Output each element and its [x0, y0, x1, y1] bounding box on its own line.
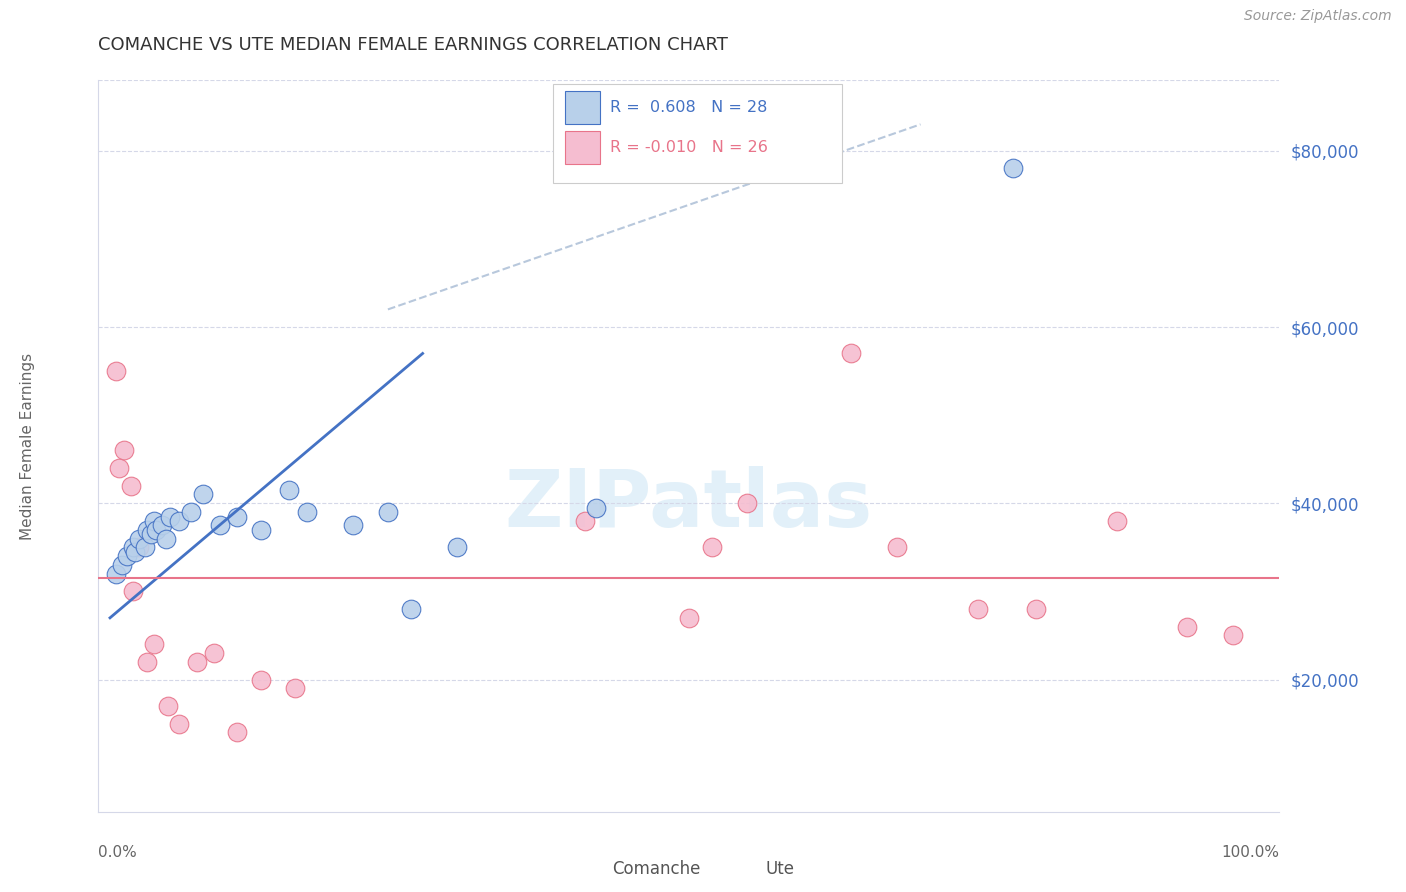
Point — [155, 532, 177, 546]
Text: R = -0.010   N = 26: R = -0.010 N = 26 — [610, 140, 768, 155]
Point — [122, 584, 145, 599]
Point — [1025, 602, 1047, 616]
Point — [145, 523, 167, 537]
Point — [150, 518, 173, 533]
Text: Source: ZipAtlas.com: Source: ZipAtlas.com — [1244, 9, 1392, 23]
Point — [128, 532, 150, 546]
Point — [226, 509, 249, 524]
Point — [278, 483, 301, 497]
Text: 0.0%: 0.0% — [98, 845, 138, 860]
Point — [191, 487, 214, 501]
Point — [117, 549, 139, 563]
Point — [159, 509, 181, 524]
Point — [104, 566, 127, 581]
Point — [1002, 161, 1025, 176]
Point — [104, 364, 127, 378]
Point — [249, 673, 271, 687]
Point — [574, 514, 596, 528]
Point — [156, 698, 179, 713]
Point — [120, 478, 142, 492]
Point — [110, 558, 132, 572]
Point — [585, 500, 607, 515]
Point — [446, 541, 468, 555]
Point — [399, 602, 422, 616]
Text: Ute: Ute — [766, 860, 794, 878]
Point — [186, 655, 208, 669]
Point — [124, 545, 146, 559]
Point — [735, 496, 758, 510]
Text: ZIPatlas: ZIPatlas — [505, 466, 873, 543]
Point — [249, 523, 271, 537]
Point — [967, 602, 990, 616]
Point — [295, 505, 318, 519]
Point — [134, 541, 156, 555]
Point — [284, 681, 307, 696]
Point — [143, 514, 166, 528]
Text: Median Female Earnings: Median Female Earnings — [20, 352, 35, 540]
Point — [1222, 628, 1244, 642]
Point — [122, 541, 145, 555]
Point — [143, 637, 166, 651]
Point — [108, 461, 131, 475]
Point — [139, 527, 162, 541]
FancyBboxPatch shape — [565, 131, 600, 164]
Point — [112, 443, 135, 458]
Point — [169, 514, 191, 528]
Point — [1175, 620, 1198, 634]
Text: R =  0.608   N = 28: R = 0.608 N = 28 — [610, 100, 768, 115]
Point — [208, 518, 231, 533]
FancyBboxPatch shape — [571, 858, 606, 880]
Text: Comanche: Comanche — [612, 860, 700, 878]
Text: 100.0%: 100.0% — [1222, 845, 1279, 860]
Point — [342, 518, 364, 533]
Point — [202, 646, 225, 660]
Point — [136, 655, 159, 669]
Point — [377, 505, 399, 519]
Point — [128, 541, 150, 555]
FancyBboxPatch shape — [724, 858, 759, 880]
Text: COMANCHE VS UTE MEDIAN FEMALE EARNINGS CORRELATION CHART: COMANCHE VS UTE MEDIAN FEMALE EARNINGS C… — [98, 36, 728, 54]
Point — [678, 611, 700, 625]
Point — [169, 716, 191, 731]
Point — [839, 346, 862, 360]
Point — [1107, 514, 1129, 528]
Point — [180, 505, 202, 519]
Point — [226, 725, 249, 739]
Point — [700, 541, 723, 555]
Point — [886, 541, 908, 555]
FancyBboxPatch shape — [565, 91, 600, 124]
Point — [136, 523, 159, 537]
FancyBboxPatch shape — [553, 84, 842, 183]
